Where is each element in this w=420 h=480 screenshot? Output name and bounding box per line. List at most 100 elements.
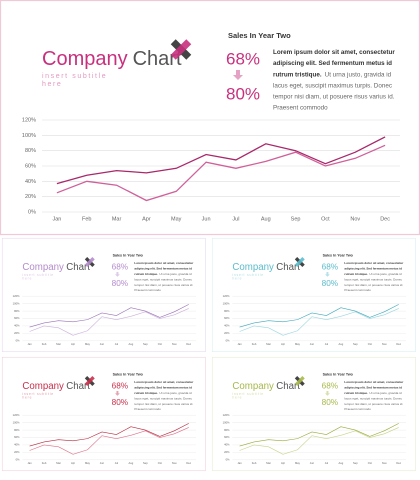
y-tick-label: 20% [14, 331, 20, 335]
heading: Sales In Year Two [228, 31, 291, 40]
x-tick-label: Apr [71, 461, 75, 465]
arrow [115, 390, 120, 396]
body-line: tempor nisi diam, ut posuere risus variu… [134, 402, 193, 406]
heading: Sales In Year Two [323, 372, 354, 376]
y-tick-label: 20% [224, 331, 230, 335]
heading: Sales In Year Two [113, 372, 144, 376]
logo-bar [294, 257, 305, 267]
x-tick-label: Jun [310, 342, 315, 346]
series-line [29, 304, 189, 328]
body-line: adipiscing elit. Sed fermentum metus id [273, 60, 392, 67]
y-tick-label: 80% [14, 428, 20, 432]
x-tick-label: Apr [281, 461, 285, 465]
y-tick-label: 100% [223, 301, 230, 305]
x-tick-label: Nov [350, 216, 360, 222]
title-rest: Chart [276, 381, 300, 392]
y-tick-label: 0% [226, 339, 230, 343]
title: Company Chart [22, 381, 90, 392]
body-bold: rutrum tristique. [344, 272, 368, 276]
x-tick-label: Nov [172, 342, 177, 346]
body-line: lacus eget, suscipit maximus turpis. Don… [134, 396, 192, 400]
x-tick-label: Sep [353, 461, 358, 465]
title-rest: Chart [66, 262, 90, 273]
x-tick-label: Jul [232, 216, 239, 222]
body-line: Lorem ipsum dolor sit amet, consectetur [134, 261, 194, 265]
title: Company Chart [42, 48, 182, 70]
subtitle: here [42, 81, 62, 88]
x-tick-label: Sep [353, 342, 358, 346]
body-line: lacus eget, suscipit maximus turpis. Don… [344, 277, 402, 281]
body-bold: Lorem ipsum dolor sit amet, consectetur [134, 261, 194, 265]
y-tick-label: 120% [223, 294, 230, 298]
x-tick-label: Feb [82, 216, 91, 222]
body-bold: rutrum tristique. [344, 391, 368, 395]
x-tick-label: Mar [266, 342, 271, 346]
x-tick-label: Dec [186, 342, 191, 346]
body-line: Praesent commodo [134, 288, 161, 292]
subtitle: here [232, 277, 242, 281]
y-tick-label: 100% [22, 133, 36, 139]
body-bold: Lorem ipsum dolor sit amet, consectetur [134, 380, 194, 384]
body-bold: adipiscing elit. Sed fermentum metus id [134, 266, 192, 270]
y-tick-label: 40% [14, 324, 20, 328]
body-line: tempor nisi diam, ut posuere risus variu… [344, 402, 403, 406]
y-tick-label: 20% [25, 194, 36, 200]
y-tick-label: 120% [22, 117, 36, 123]
x-tick-label: May [85, 461, 91, 465]
title-accent: Company [232, 381, 274, 392]
slide-frame [1, 237, 206, 353]
stat-from: 68% [112, 381, 129, 390]
logo-bar [84, 257, 95, 267]
body-bold: adipiscing elit. Sed fermentum metus id [344, 266, 402, 270]
body-line: lacus eget, suscipit maximus turpis. Don… [344, 396, 402, 400]
stat-from: 68% [322, 381, 339, 390]
body-bold: rutrum tristique. [134, 391, 158, 395]
heading: Sales In Year Two [113, 253, 144, 257]
body-regular: Ut urna justo, gravida id [369, 272, 401, 276]
stat-to: 80% [322, 279, 339, 288]
y-tick-label: 20% [224, 450, 230, 454]
x-tick-label: Jun [100, 461, 105, 465]
x-tick-label: May [85, 342, 91, 346]
x-tick-label: Nov [382, 342, 387, 346]
x-tick-label: Jun [100, 342, 105, 346]
subtitle: insert subtitle [232, 392, 264, 396]
title: Company Chart [232, 262, 300, 273]
x-tick-label: Apr [281, 342, 285, 346]
y-tick-label: 80% [14, 309, 20, 313]
y-tick-label: 20% [14, 450, 20, 454]
body-line: tempor nisi diam, ut posuere risus variu… [134, 283, 193, 287]
x-tick-label: Dec [380, 216, 390, 222]
logo-bar [84, 376, 95, 386]
body-line: adipiscing elit. Sed fermentum metus id [134, 266, 192, 270]
logo-bar [294, 376, 305, 386]
title: Company Chart [232, 381, 300, 392]
series-line [29, 427, 189, 455]
stat-to: 80% [112, 398, 129, 407]
body-line: Praesent commodo [344, 407, 371, 411]
y-tick-label: 0% [16, 339, 20, 343]
y-tick-label: 40% [14, 443, 20, 447]
x-tick-label: Jan [237, 342, 242, 346]
title-accent: Company [42, 48, 128, 70]
body-line: adipiscing elit. Sed fermentum metus id [344, 266, 402, 270]
series-line [56, 144, 386, 202]
body-regular: Ut urna justo, gravida id [369, 391, 401, 395]
slide-frame [0, 0, 420, 236]
x-tick-label: Nov [382, 461, 387, 465]
x-tick-label: Jun [202, 216, 211, 222]
x-tick-label: Jul [115, 342, 119, 346]
body-bold: adipiscing elit. Sed fermentum metus id [273, 60, 392, 67]
x-tick-label: May [295, 461, 301, 465]
x-tick-label: Feb [252, 461, 257, 465]
y-tick-label: 60% [14, 316, 20, 320]
body-line: tempor nisi diam, ut posuere risus variu… [344, 283, 403, 287]
body-regular: Ut urna justo, gravida id [159, 272, 191, 276]
arrow [233, 70, 243, 80]
x-tick-label: Mar [56, 461, 61, 465]
body-bold: Lorem ipsum dolor sit amet, consectetur [273, 49, 395, 56]
x-tick-label: Jan [27, 461, 32, 465]
stat-from: 68% [226, 49, 260, 68]
x-tick-label: Feb [42, 461, 47, 465]
